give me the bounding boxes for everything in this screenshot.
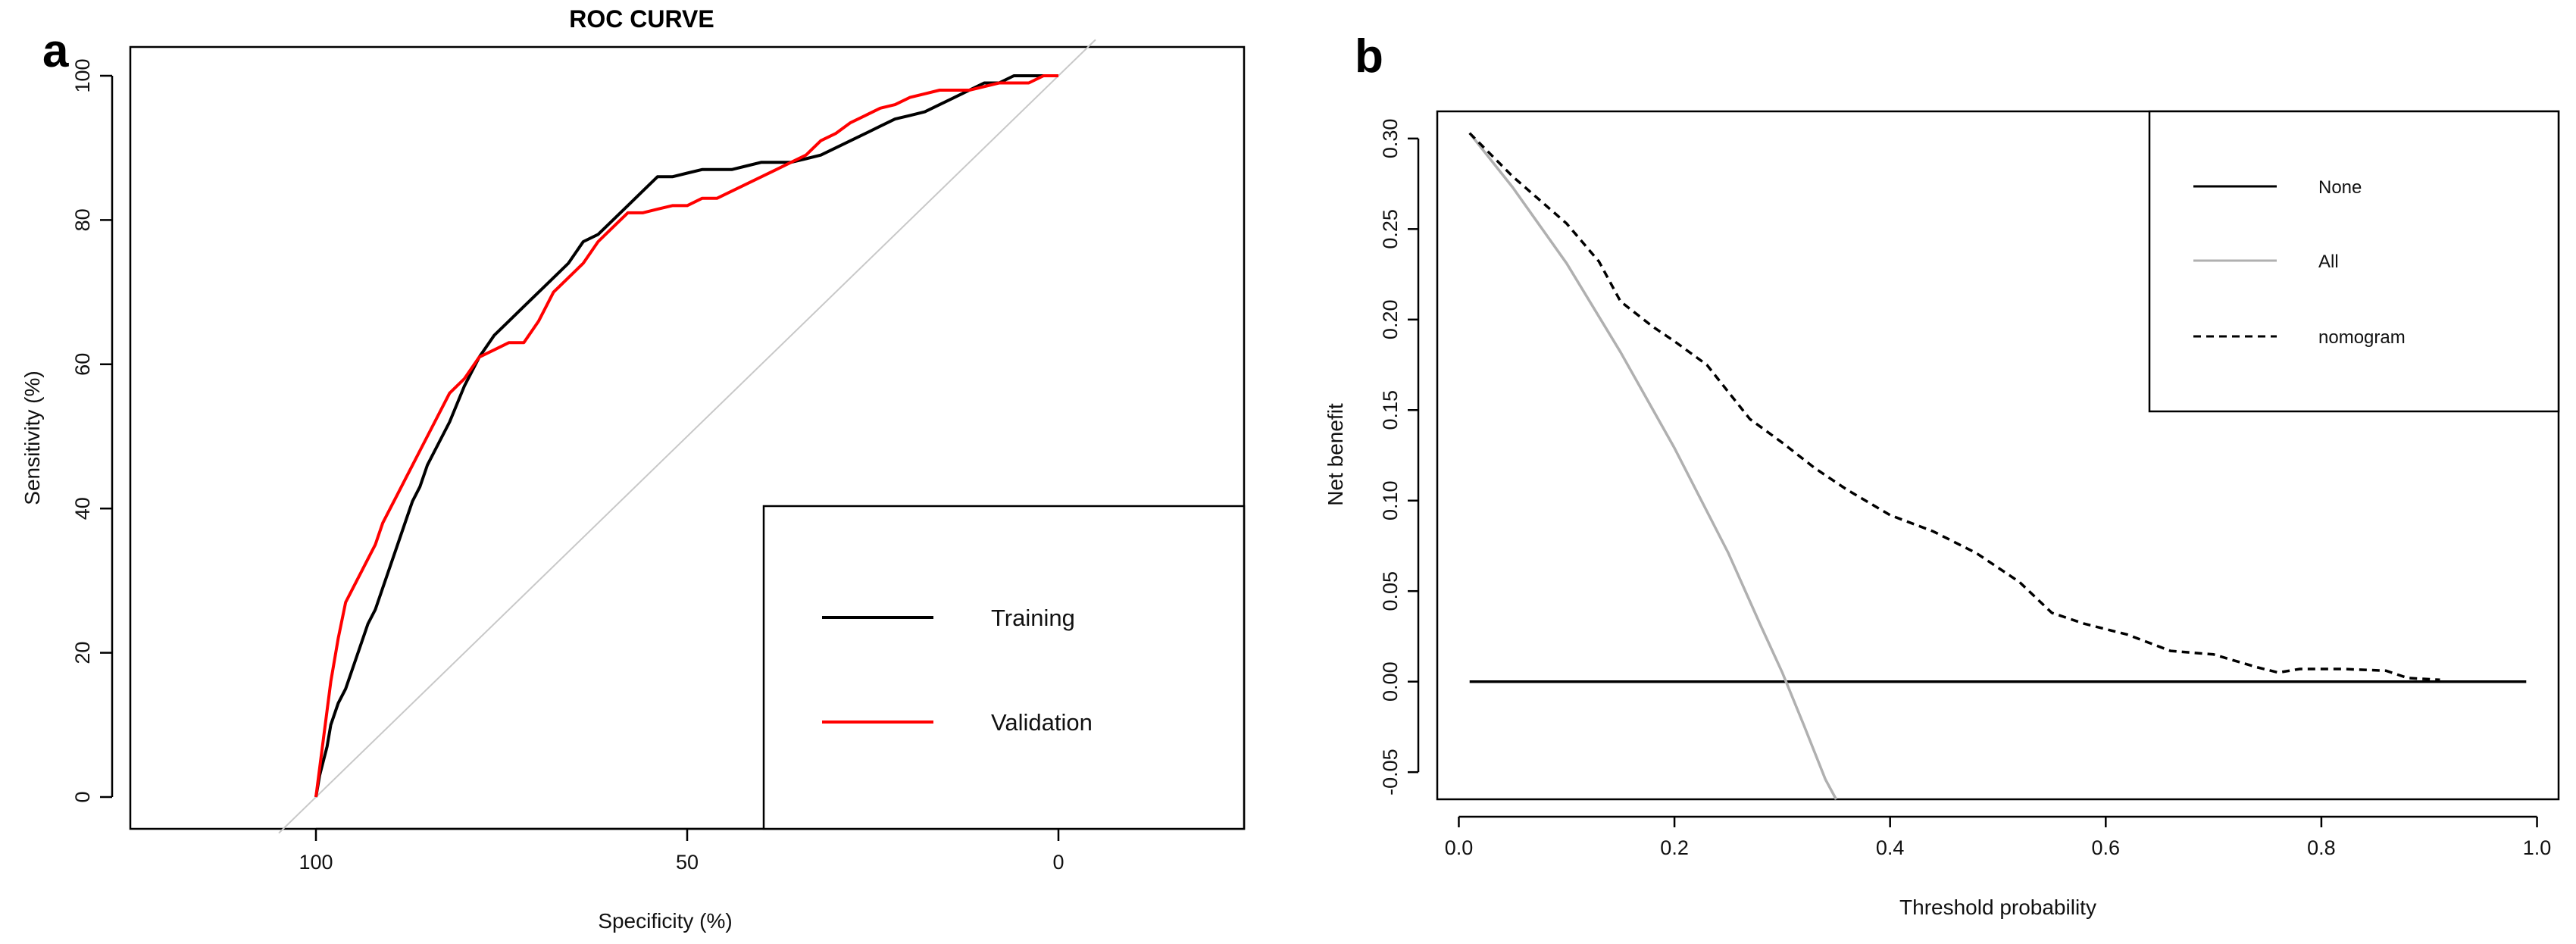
dca-y-tick-label: 0.00 <box>1379 661 1402 702</box>
roc-y-tick-label: 20 <box>71 642 94 664</box>
dca-y-tick-label: -0.05 <box>1379 749 1402 796</box>
roc-x-tick-label: 100 <box>299 851 333 874</box>
dca-y-tick-label: 0.25 <box>1379 209 1402 249</box>
dca-series-all <box>1468 132 1838 800</box>
roc-legend-label-training: Training <box>991 605 1075 631</box>
roc-reference-line <box>278 39 1096 834</box>
dca-series-nomogram <box>1468 132 2440 682</box>
dca-series-group <box>1468 132 2527 800</box>
roc-legend-label-validation: Validation <box>991 709 1093 736</box>
roc-y-axis-title: Sensitivity (%) <box>20 370 44 505</box>
roc-legend: Training Validation <box>762 505 1246 830</box>
roc-series-validation <box>314 74 1058 798</box>
dca-y-axis-title: Net benefit <box>1324 403 1347 506</box>
dca-x-tick-label: 1.0 <box>2523 836 2552 859</box>
dca-y-tick-label: 0.15 <box>1379 390 1402 430</box>
dca-x-tick-label: 0.6 <box>2092 836 2121 859</box>
roc-y-tick-label: 60 <box>71 353 94 376</box>
roc-reference-diagonal <box>278 39 1096 834</box>
dca-legend: None All nomogram <box>2148 110 2560 413</box>
roc-x-tick-label: 0 <box>1052 851 1064 874</box>
dca-x-tick-label: 0.2 <box>1660 836 1689 859</box>
dca-legend-label-nomogram: nomogram <box>2318 327 2406 348</box>
panel-b-letter: b <box>1355 30 1383 83</box>
panel-a-roc-curve: a ROC CURVE 100 50 0 0 20 40 60 80 100 Specifici… <box>20 5 1246 933</box>
dca-axes: 0.0 0.2 0.4 0.6 0.8 1.0 -0.05 0.00 0.05 0.10 0.15 0… <box>1379 119 2551 859</box>
roc-series-training <box>314 74 1058 798</box>
roc-x-tick-label: 50 <box>676 851 699 874</box>
roc-y-tick-label: 80 <box>71 208 94 231</box>
dca-x-tick-label: 0.4 <box>1876 836 1905 859</box>
dca-plot-frame <box>1436 110 2560 801</box>
roc-legend-box <box>762 505 1246 830</box>
roc-y-tick-label: 40 <box>71 497 94 520</box>
roc-x-axis-title: Specificity (%) <box>598 909 732 933</box>
panel-a-letter: a <box>42 25 69 77</box>
roc-y-tick-label: 100 <box>71 58 94 92</box>
roc-chart-title: ROC CURVE <box>569 5 714 33</box>
roc-series-group <box>314 74 1058 798</box>
dca-y-tick-label: 0.20 <box>1379 300 1402 340</box>
dca-legend-label-all: All <box>2318 252 2339 272</box>
dca-legend-label-none: None <box>2318 177 2362 198</box>
dca-x-tick-label: 0.8 <box>2307 836 2336 859</box>
dca-y-tick-label: 0.10 <box>1379 480 1402 520</box>
roc-y-tick-label: 0 <box>71 791 94 802</box>
dca-x-axis-title: Threshold probability <box>1899 896 2096 919</box>
dca-x-tick-label: 0.0 <box>1445 836 1474 859</box>
dca-y-tick-label: 0.30 <box>1379 119 1402 159</box>
panel-b-decision-curve: b 0.0 0.2 0.4 0.6 0.8 1.0 -0.05 0.00 0.05 0.10 0.1… <box>1324 30 2560 919</box>
dca-y-tick-label: 0.05 <box>1379 571 1402 611</box>
